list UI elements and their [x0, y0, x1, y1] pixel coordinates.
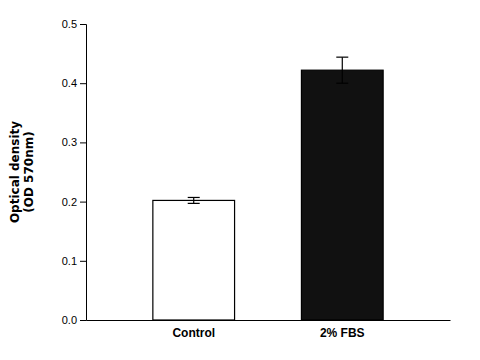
tick: 0.2 — [62, 196, 86, 208]
axis-line — [80, 25, 87, 321]
bar — [301, 70, 383, 320]
y-axis-title: Optical density(OD 570nm) — [8, 121, 36, 223]
tick: 0.5 — [62, 18, 86, 30]
chart: 0.0 0.1 0.2 0.3 0.4 0.5 Control 2% FBS Optical d… — [0, 0, 480, 360]
error-bar-stem — [193, 197, 194, 203]
error-bar-cap — [188, 203, 200, 204]
tick-label: Control — [172, 326, 215, 340]
tick-mark — [80, 202, 86, 203]
tick: Control — [172, 320, 215, 340]
tick-label: 0.3 — [62, 136, 77, 148]
tick-label: 0.0 — [62, 314, 77, 326]
tick-mark — [80, 261, 86, 262]
tick: 0.4 — [62, 77, 86, 89]
tick-label: 0.2 — [62, 196, 77, 208]
tick-label: 0.1 — [62, 255, 77, 267]
tick-mark — [80, 320, 86, 321]
tick: 0.0 — [62, 314, 86, 326]
error-bar — [188, 197, 200, 203]
tick: 0.3 — [62, 136, 86, 148]
y-axis: 0.0 0.1 0.2 0.3 0.4 0.5 — [62, 18, 87, 326]
y-axis-title-line: (OD 570nm) — [22, 131, 36, 212]
tick-mark — [80, 83, 86, 84]
tick-label: 0.4 — [62, 77, 77, 89]
tick-label: 0.5 — [62, 18, 77, 30]
tick-mark — [80, 142, 86, 143]
error-bar-cap — [188, 197, 200, 198]
error-bar-cap — [336, 57, 348, 58]
tick: 2% FBS — [320, 320, 365, 340]
tick-mark — [80, 24, 86, 25]
y-axis-title-line: Optical density — [8, 121, 22, 223]
bar — [153, 200, 235, 320]
tick: 0.1 — [62, 255, 86, 267]
x-axis: Control 2% FBS — [87, 320, 451, 340]
tick-label: 2% FBS — [320, 326, 365, 340]
error-bar-cap — [336, 83, 348, 84]
axis-line — [87, 320, 451, 321]
error-bar-stem — [342, 57, 343, 83]
marks — [153, 57, 383, 320]
error-bar — [336, 57, 348, 83]
plot: 0.0 0.1 0.2 0.3 0.4 0.5 Control 2% FBS — [62, 18, 451, 340]
